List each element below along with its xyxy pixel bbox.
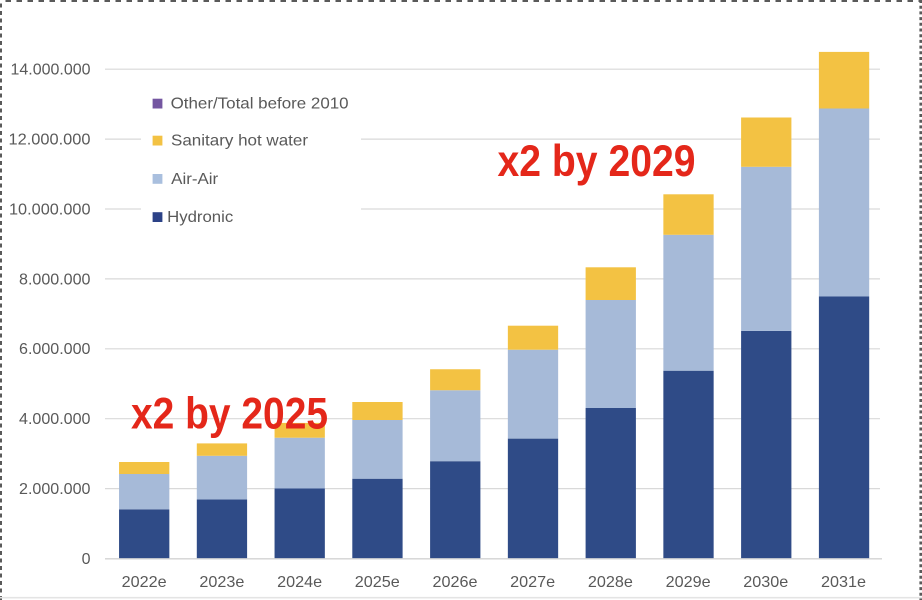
svg-text:12.000.000: 12.000.000 (9, 132, 91, 149)
svg-text:x2 by 2025: x2 by 2025 (131, 389, 328, 438)
svg-text:2029e: 2029e (666, 574, 711, 591)
svg-text:Air-Air: Air-Air (171, 171, 219, 188)
svg-text:2026e: 2026e (433, 574, 478, 591)
svg-text:2030e: 2030e (743, 574, 788, 591)
svg-text:8.000.000: 8.000.000 (19, 271, 91, 288)
svg-text:Hydronic: Hydronic (167, 209, 233, 226)
svg-text:Other/Total before 2010: Other/Total before 2010 (171, 96, 349, 113)
svg-text:6.000.000: 6.000.000 (19, 341, 91, 358)
svg-text:2022e: 2022e (122, 574, 167, 591)
svg-text:14.000.000: 14.000.000 (11, 62, 91, 79)
svg-text:2027e: 2027e (510, 574, 555, 591)
svg-text:2025e: 2025e (355, 574, 400, 591)
svg-text:2.000.000: 2.000.000 (19, 481, 91, 498)
svg-text:2024e: 2024e (277, 574, 322, 591)
svg-text:Sanitary hot water: Sanitary hot water (171, 133, 309, 150)
svg-text:x2 by 2029: x2 by 2029 (498, 137, 696, 186)
svg-text:2031e: 2031e (821, 574, 866, 591)
svg-text:0: 0 (82, 551, 91, 568)
svg-text:2028e: 2028e (588, 574, 633, 591)
svg-text:10.000.000: 10.000.000 (9, 201, 91, 218)
svg-text:2023e: 2023e (199, 574, 244, 591)
svg-text:4.000.000: 4.000.000 (19, 411, 91, 428)
